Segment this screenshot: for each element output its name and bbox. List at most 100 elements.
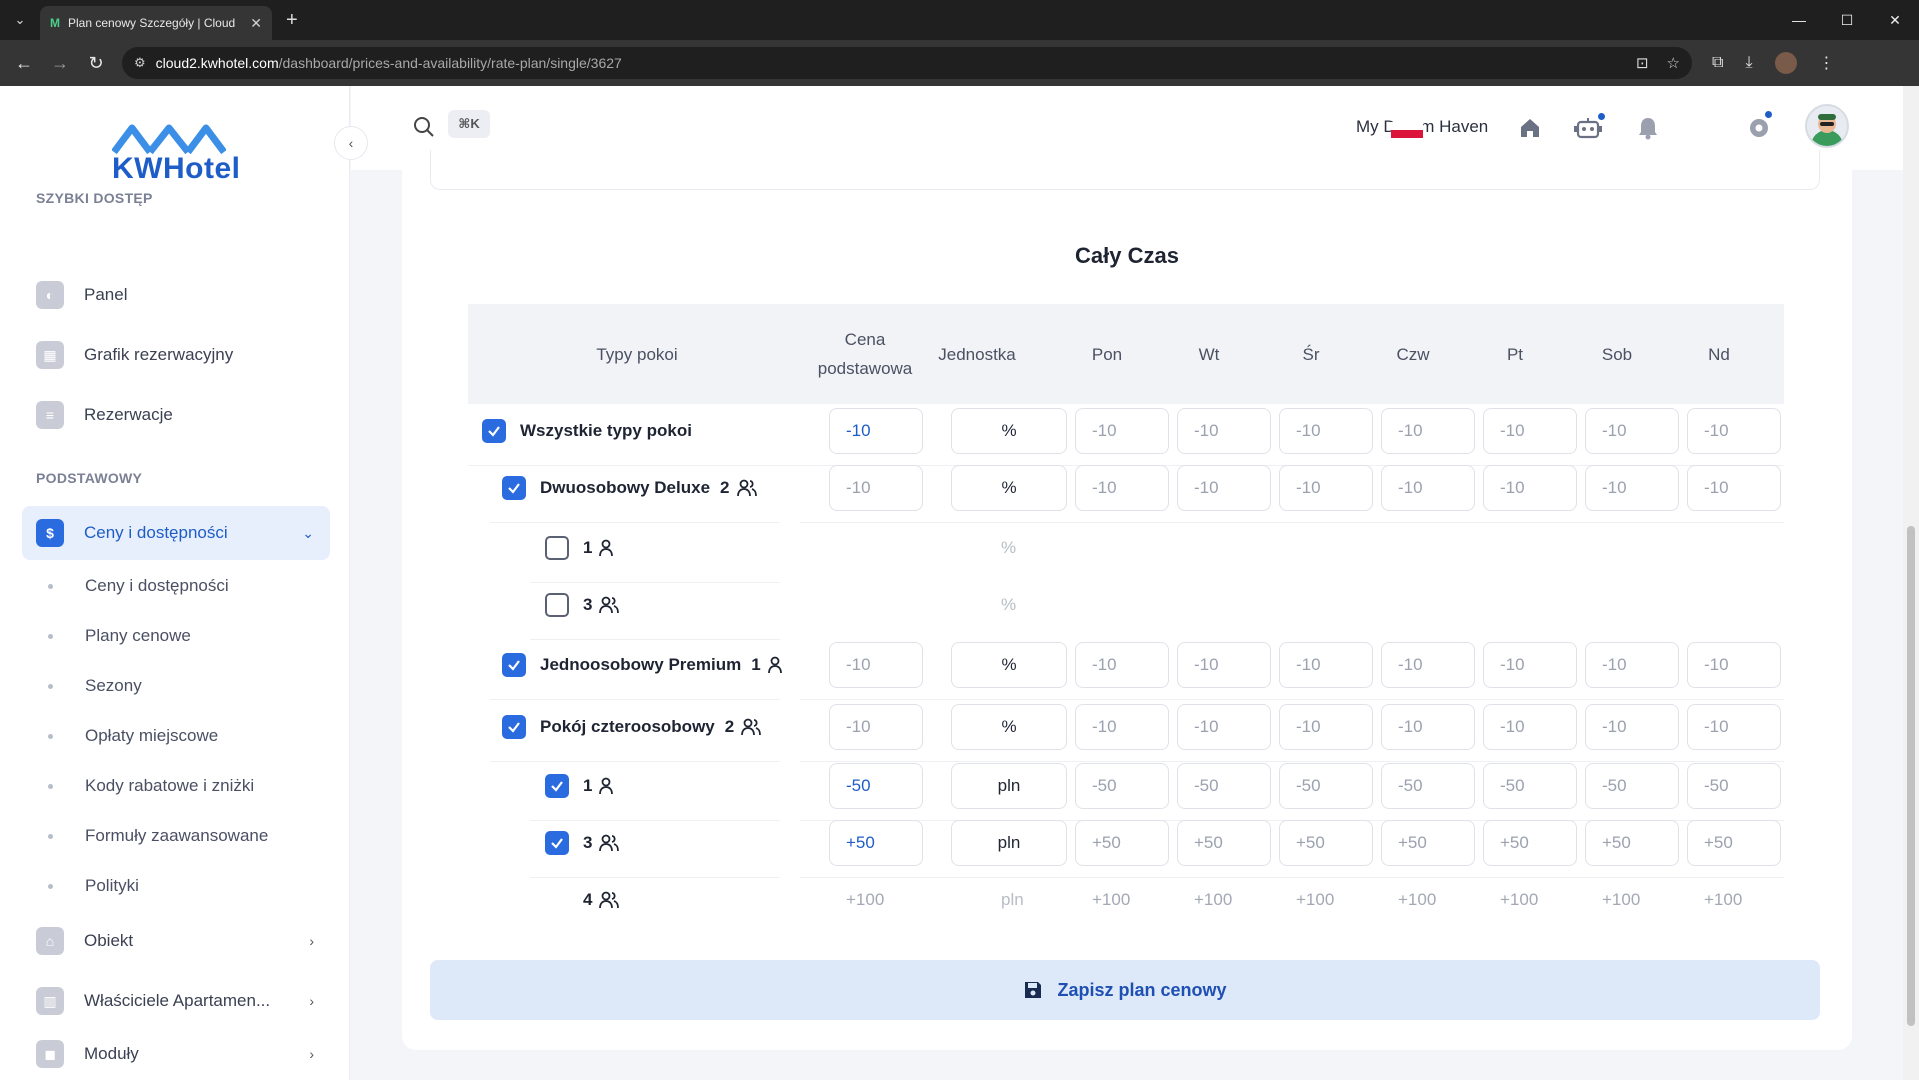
day-price-input[interactable]: -10: [1585, 408, 1679, 454]
row-checkbox[interactable]: [545, 831, 569, 855]
browser-menu-icon[interactable]: ⋮: [1818, 55, 1835, 72]
day-price-input[interactable]: -10: [1483, 408, 1577, 454]
day-price-input[interactable]: -10: [1177, 642, 1271, 688]
page-scrollbar[interactable]: [1903, 86, 1919, 1080]
row-checkbox[interactable]: [502, 653, 526, 677]
day-price-input[interactable]: -10: [1687, 465, 1781, 511]
sidebar-item-modules[interactable]: ◼ Moduły ›: [22, 1034, 330, 1074]
sub-item-rate-plans[interactable]: Plany cenowe: [48, 626, 191, 646]
unit-select[interactable]: %: [951, 465, 1067, 511]
chevron-right-icon[interactable]: ›: [309, 993, 314, 1009]
close-tab-icon[interactable]: ✕: [250, 14, 262, 31]
search-icon[interactable]: [413, 116, 435, 138]
day-price-input[interactable]: -10: [1279, 408, 1373, 454]
day-price-input[interactable]: -50: [1279, 763, 1373, 809]
base-price-input[interactable]: -10: [829, 465, 923, 511]
sidebar-item-property[interactable]: ⌂ Obiekt ›: [22, 914, 330, 968]
base-price-input[interactable]: -50: [829, 763, 923, 809]
day-price-input[interactable]: +50: [1177, 820, 1271, 866]
day-price-input[interactable]: -10: [1687, 642, 1781, 688]
day-price-input[interactable]: +50: [1075, 820, 1169, 866]
sidebar-item-apartment-owners[interactable]: ▥ Właściciele Apartamen... ›: [22, 974, 330, 1028]
day-price-input[interactable]: -10: [1483, 465, 1577, 511]
base-price-input[interactable]: -10: [829, 704, 923, 750]
robot-assistant-icon[interactable]: [1573, 112, 1606, 142]
polish-flag-icon[interactable]: [1391, 122, 1423, 138]
day-price-input[interactable]: -10: [1177, 704, 1271, 750]
sub-item-prices[interactable]: Ceny i dostępności: [48, 576, 229, 596]
sub-item-discount-codes[interactable]: Kody rabatowe i zniżki: [48, 776, 254, 796]
day-price-input[interactable]: +50: [1585, 820, 1679, 866]
bell-icon[interactable]: [1633, 114, 1663, 142]
day-price-input[interactable]: -50: [1687, 763, 1781, 809]
sub-item-seasons[interactable]: Sezony: [48, 676, 142, 696]
sub-item-advanced-formulas[interactable]: Formuły zaawansowane: [48, 826, 268, 846]
base-price-input[interactable]: -10: [829, 408, 923, 454]
day-price-input[interactable]: -50: [1381, 763, 1475, 809]
day-price-input[interactable]: -10: [1279, 465, 1373, 511]
downloads-icon[interactable]: ⤓: [1745, 54, 1753, 71]
row-checkbox[interactable]: [545, 593, 569, 617]
tab-search-icon[interactable]: ⌄: [14, 12, 26, 27]
collapse-sidebar-button[interactable]: ‹: [334, 126, 368, 160]
day-price-input[interactable]: -10: [1381, 408, 1475, 454]
unit-select[interactable]: %: [951, 642, 1067, 688]
home-icon[interactable]: [1515, 114, 1545, 142]
day-price-input[interactable]: +50: [1687, 820, 1781, 866]
day-price-input[interactable]: -10: [1381, 642, 1475, 688]
window-close-icon[interactable]: ✕: [1889, 11, 1901, 28]
day-price-input[interactable]: -10: [1279, 642, 1373, 688]
row-checkbox[interactable]: [545, 774, 569, 798]
row-checkbox[interactable]: [545, 536, 569, 560]
browser-tab[interactable]: M Plan cenowy Szczegóły | Cloud ✕: [40, 6, 272, 40]
unit-select[interactable]: %: [951, 704, 1067, 750]
new-tab-icon[interactable]: +: [286, 8, 298, 31]
day-price-input[interactable]: -10: [1279, 704, 1373, 750]
save-rate-plan-button[interactable]: Zapisz plan cenowy: [430, 960, 1820, 1020]
chevron-down-icon[interactable]: ⌄: [302, 524, 314, 541]
sub-item-local-fees[interactable]: Opłaty miejscowe: [48, 726, 218, 746]
sidebar-item-prices-availability[interactable]: $ Ceny i dostępności ⌄: [22, 506, 330, 560]
day-price-input[interactable]: +50: [1279, 820, 1373, 866]
minimize-icon[interactable]: —: [1792, 12, 1806, 28]
day-price-input[interactable]: -10: [1075, 465, 1169, 511]
day-price-input[interactable]: -10: [1687, 704, 1781, 750]
day-price-input[interactable]: -10: [1483, 642, 1577, 688]
row-checkbox[interactable]: [482, 419, 506, 443]
row-checkbox[interactable]: [502, 476, 526, 500]
bookmark-star-icon[interactable]: ☆: [1666, 55, 1680, 72]
sidebar-item-reservations[interactable]: ≡ Rezerwacje: [22, 388, 330, 442]
back-icon[interactable]: ←: [15, 52, 33, 73]
settings-gear-icon[interactable]: [1744, 110, 1774, 142]
install-app-icon[interactable]: ⊡: [1635, 55, 1649, 72]
day-price-input[interactable]: -10: [1075, 642, 1169, 688]
search-shortcut-badge[interactable]: ⌘K: [448, 110, 490, 138]
reload-icon[interactable]: ↻: [88, 52, 104, 73]
day-price-input[interactable]: -50: [1075, 763, 1169, 809]
site-info-icon[interactable]: ⚙: [134, 55, 146, 70]
unit-select[interactable]: pln: [951, 820, 1067, 866]
sub-item-policies[interactable]: Polityki: [48, 876, 139, 896]
address-bar[interactable]: ⚙ cloud2.kwhotel.com/dashboard/prices-an…: [122, 47, 1692, 79]
day-price-input[interactable]: -50: [1585, 763, 1679, 809]
day-price-input[interactable]: -10: [1687, 408, 1781, 454]
user-avatar[interactable]: [1805, 104, 1849, 148]
base-price-input[interactable]: +50: [829, 820, 923, 866]
day-price-input[interactable]: +50: [1483, 820, 1577, 866]
chevron-right-icon[interactable]: ›: [309, 933, 314, 949]
base-price-input[interactable]: -10: [829, 642, 923, 688]
kwhotel-logo[interactable]: KWHotel: [112, 122, 240, 186]
day-price-input[interactable]: -10: [1483, 704, 1577, 750]
day-price-input[interactable]: +50: [1381, 820, 1475, 866]
sidebar-item-booking-chart[interactable]: ▦ Grafik rezerwacyjny: [22, 328, 330, 382]
day-price-input[interactable]: -10: [1177, 465, 1271, 511]
day-price-input[interactable]: -50: [1483, 763, 1577, 809]
day-price-input[interactable]: -10: [1381, 704, 1475, 750]
sidebar-item-panel[interactable]: ◐ Panel: [22, 268, 330, 322]
day-price-input[interactable]: -10: [1585, 642, 1679, 688]
scrollbar-thumb[interactable]: [1907, 526, 1915, 1026]
unit-select[interactable]: pln: [951, 763, 1067, 809]
forward-icon[interactable]: →: [51, 52, 69, 73]
chevron-right-icon[interactable]: ›: [309, 1046, 314, 1062]
day-price-input[interactable]: -50: [1177, 763, 1271, 809]
